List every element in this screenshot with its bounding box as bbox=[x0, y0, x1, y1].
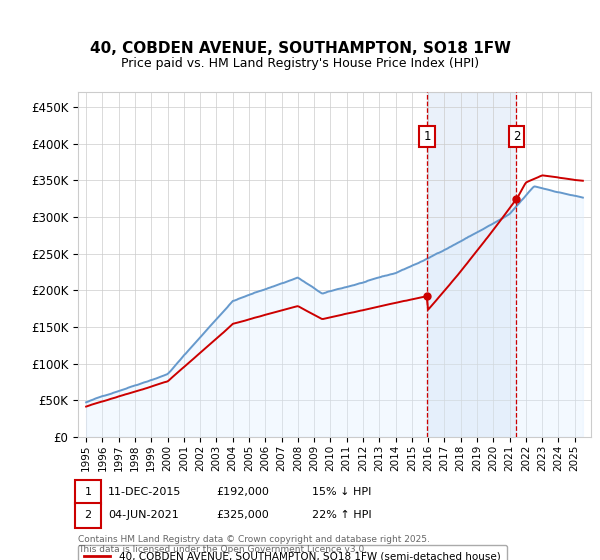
Legend: 40, COBDEN AVENUE, SOUTHAMPTON, SO18 1FW (semi-detached house), HPI: Average pri: 40, COBDEN AVENUE, SOUTHAMPTON, SO18 1FW… bbox=[78, 545, 507, 560]
Text: 2: 2 bbox=[512, 130, 520, 143]
Text: 04-JUN-2021: 04-JUN-2021 bbox=[108, 511, 179, 520]
Text: £325,000: £325,000 bbox=[216, 511, 269, 520]
Text: 2: 2 bbox=[85, 511, 91, 520]
Text: 1: 1 bbox=[424, 130, 431, 143]
Text: 15% ↓ HPI: 15% ↓ HPI bbox=[312, 487, 371, 497]
Text: £192,000: £192,000 bbox=[216, 487, 269, 497]
Text: 1: 1 bbox=[85, 487, 91, 497]
Text: 11-DEC-2015: 11-DEC-2015 bbox=[108, 487, 181, 497]
Text: Price paid vs. HM Land Registry's House Price Index (HPI): Price paid vs. HM Land Registry's House … bbox=[121, 57, 479, 70]
Text: 22% ↑ HPI: 22% ↑ HPI bbox=[312, 511, 371, 520]
Text: 40, COBDEN AVENUE, SOUTHAMPTON, SO18 1FW: 40, COBDEN AVENUE, SOUTHAMPTON, SO18 1FW bbox=[89, 41, 511, 56]
Bar bbox=[427, 92, 517, 437]
Text: Contains HM Land Registry data © Crown copyright and database right 2025.
This d: Contains HM Land Registry data © Crown c… bbox=[78, 535, 430, 554]
